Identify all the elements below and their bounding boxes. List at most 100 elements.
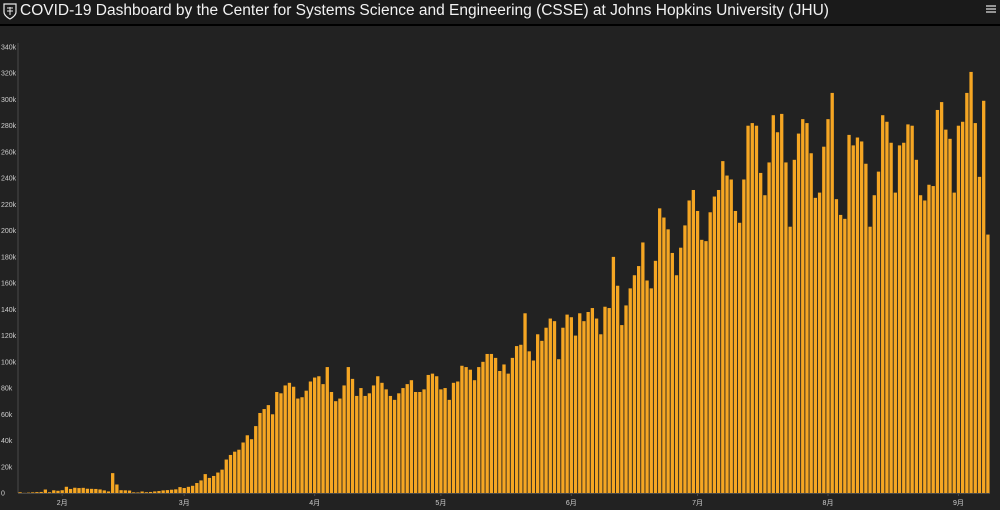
bar[interactable]	[826, 119, 830, 494]
bar[interactable]	[737, 222, 742, 493]
bar[interactable]	[405, 384, 409, 493]
bar[interactable]	[544, 327, 548, 493]
bar[interactable]	[266, 405, 271, 493]
bar[interactable]	[85, 488, 90, 493]
bar[interactable]	[418, 391, 422, 493]
bar[interactable]	[864, 163, 868, 493]
bar[interactable]	[902, 142, 906, 493]
bar[interactable]	[961, 121, 965, 494]
bar[interactable]	[190, 485, 195, 493]
bar[interactable]	[637, 266, 641, 493]
bar[interactable]	[897, 145, 902, 493]
bar[interactable]	[603, 306, 607, 493]
bar[interactable]	[868, 226, 872, 493]
bar[interactable]	[73, 487, 77, 493]
bar[interactable]	[195, 483, 199, 493]
bar[interactable]	[708, 212, 712, 493]
bar[interactable]	[81, 487, 85, 493]
bar[interactable]	[687, 200, 691, 494]
bar[interactable]	[939, 102, 944, 493]
bar[interactable]	[287, 382, 292, 493]
bar[interactable]	[746, 125, 750, 494]
bar[interactable]	[653, 260, 658, 493]
bar[interactable]	[443, 388, 447, 493]
bar[interactable]	[161, 490, 165, 493]
bar[interactable]	[885, 121, 889, 494]
bar[interactable]	[111, 473, 115, 493]
bar[interactable]	[948, 138, 952, 493]
bar[interactable]	[548, 318, 552, 493]
bar[interactable]	[645, 280, 649, 493]
bar[interactable]	[931, 186, 935, 494]
bar[interactable]	[733, 210, 738, 493]
bar[interactable]	[207, 477, 212, 493]
bar[interactable]	[809, 153, 813, 493]
bar[interactable]	[169, 489, 174, 493]
bar[interactable]	[502, 364, 506, 493]
bar[interactable]	[670, 252, 674, 493]
bar[interactable]	[346, 367, 350, 493]
bar[interactable]	[481, 361, 485, 493]
bar[interactable]	[977, 176, 982, 494]
bar[interactable]	[388, 395, 393, 493]
bar[interactable]	[822, 146, 826, 493]
bar[interactable]	[881, 115, 885, 494]
bar[interactable]	[906, 124, 910, 493]
bar[interactable]	[889, 142, 893, 493]
bar[interactable]	[569, 317, 573, 493]
bar[interactable]	[392, 399, 397, 493]
bar[interactable]	[384, 389, 388, 493]
bar[interactable]	[43, 489, 48, 493]
bar[interactable]	[910, 125, 914, 494]
bar[interactable]	[843, 218, 847, 493]
bar[interactable]	[106, 491, 111, 493]
bar[interactable]	[233, 451, 237, 493]
bar[interactable]	[451, 382, 456, 493]
bar[interactable]	[851, 145, 855, 493]
bar[interactable]	[531, 360, 536, 493]
bar[interactable]	[498, 371, 502, 493]
bar[interactable]	[275, 391, 279, 493]
bar[interactable]	[847, 134, 851, 493]
bar[interactable]	[258, 412, 262, 493]
bar[interactable]	[39, 491, 43, 493]
bar[interactable]	[674, 275, 679, 493]
bar[interactable]	[18, 492, 22, 493]
bar[interactable]	[35, 492, 39, 493]
bar[interactable]	[371, 385, 376, 493]
bar[interactable]	[876, 171, 881, 493]
bar[interactable]	[422, 389, 426, 493]
bar[interactable]	[153, 491, 157, 493]
bar[interactable]	[944, 129, 948, 493]
bar[interactable]	[590, 308, 595, 493]
bar[interactable]	[283, 385, 287, 493]
bar[interactable]	[704, 241, 708, 493]
bar[interactable]	[186, 486, 191, 493]
bar[interactable]	[493, 357, 498, 493]
bar[interactable]	[477, 367, 481, 493]
bar[interactable]	[89, 488, 94, 493]
bar[interactable]	[119, 490, 123, 493]
bar[interactable]	[456, 381, 460, 494]
bar[interactable]	[788, 226, 792, 493]
bar[interactable]	[620, 325, 624, 493]
bar[interactable]	[712, 196, 717, 494]
bar[interactable]	[413, 391, 418, 493]
bar[interactable]	[759, 172, 763, 493]
bar[interactable]	[308, 381, 313, 494]
bar[interactable]	[805, 123, 809, 493]
bar[interactable]	[52, 490, 56, 493]
bar[interactable]	[296, 398, 300, 493]
bar[interactable]	[763, 195, 767, 494]
bar[interactable]	[594, 318, 599, 493]
bar[interactable]	[952, 192, 956, 494]
bar[interactable]	[716, 189, 721, 494]
bar[interactable]	[834, 199, 839, 493]
bar[interactable]	[363, 395, 367, 493]
bar[interactable]	[355, 395, 359, 493]
bar[interactable]	[784, 162, 788, 493]
bar[interactable]	[969, 71, 973, 494]
bar[interactable]	[102, 490, 106, 493]
bar[interactable]	[26, 492, 31, 494]
bar[interactable]	[801, 119, 805, 494]
